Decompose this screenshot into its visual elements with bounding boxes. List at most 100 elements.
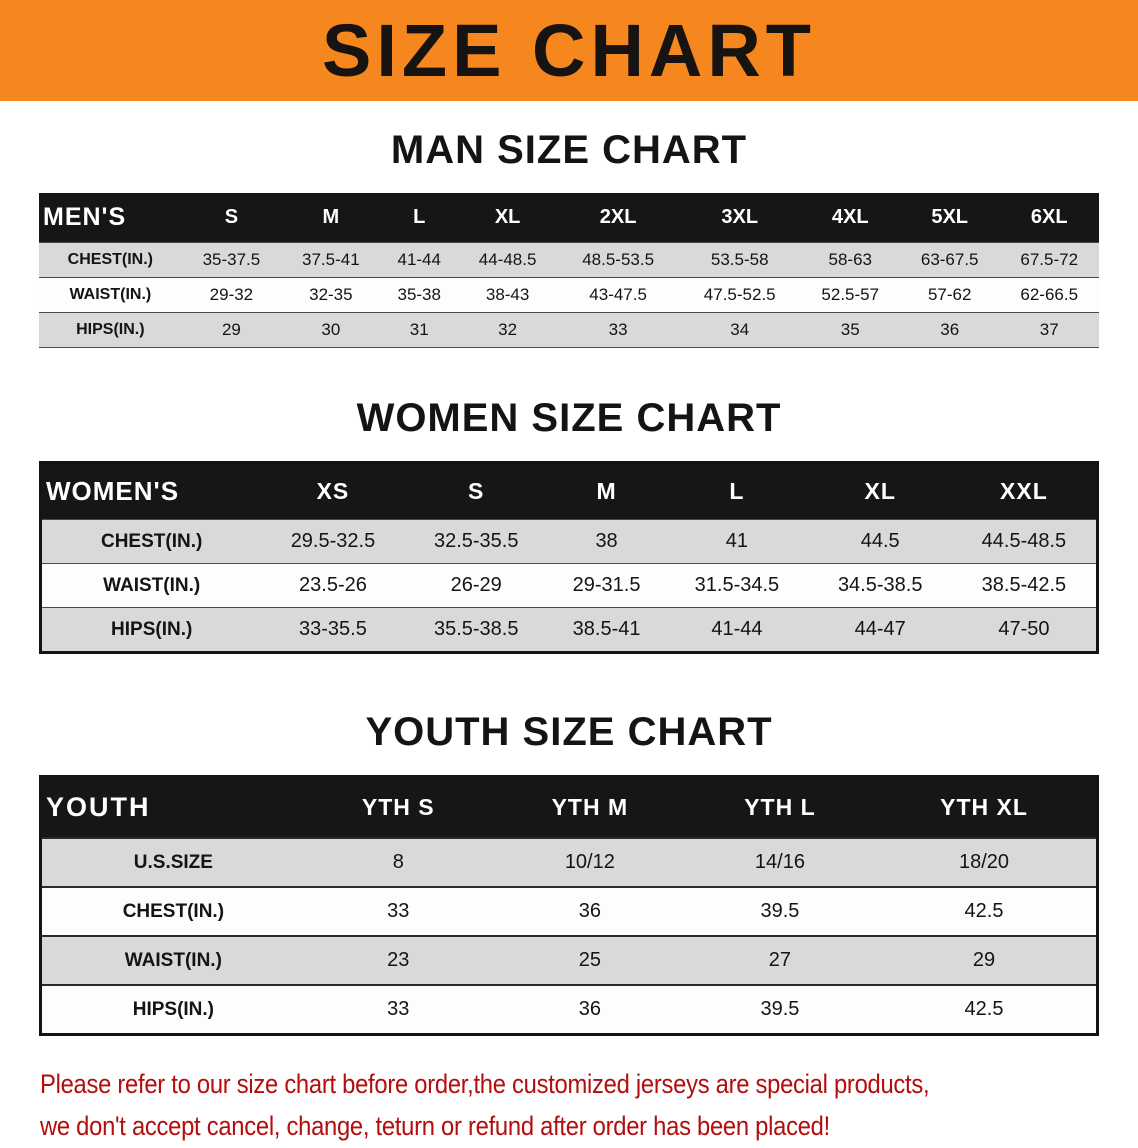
- measurement-value: 44-48.5: [457, 242, 558, 278]
- measurement-value: 14/16: [687, 837, 872, 887]
- measurement-value: 41: [665, 519, 809, 564]
- size-column-header: YTH XL: [940, 794, 1028, 820]
- measurement-value: 31: [380, 312, 458, 348]
- measurement-value: 35: [800, 312, 900, 348]
- table-header-row: WOMEN'S XS S M L XL XXL: [40, 462, 1098, 520]
- measurement-row: HIPS(IN.) 33-35.5 35.5-38.5 38.5-41 41-44 44-…: [40, 607, 1098, 653]
- measurement-value: 31.5-34.5: [665, 563, 809, 608]
- measurement-value: 29: [181, 312, 282, 348]
- measurement-value: 25: [491, 935, 688, 985]
- measurement-value: 39.5: [687, 886, 872, 936]
- measurement-value: 32-35: [281, 277, 381, 313]
- page-title: SIZE CHART: [322, 8, 816, 92]
- size-column-header: M: [322, 206, 340, 228]
- table-title-cell: YOUTH: [46, 792, 151, 822]
- measurement-value: 33-35.5: [261, 607, 405, 653]
- size-column-header: S: [468, 478, 485, 504]
- size-column-header: 3XL: [721, 206, 759, 228]
- notice-line-1: Please refer to our size chart before or…: [40, 1069, 930, 1099]
- measurement-value: 34: [678, 312, 801, 348]
- size-column-header: YTH S: [361, 794, 435, 820]
- measurement-value: 18/20: [872, 837, 1098, 887]
- measurement-row: CHEST(IN.) 33 36 39.5 42.5: [40, 886, 1098, 936]
- measurement-row: WAIST(IN.) 29-32 32-35 35-38 38-43 43-47.5 47.…: [39, 277, 1099, 313]
- table-title-cell: MEN'S: [43, 203, 127, 231]
- measurement-value: 8: [304, 837, 492, 887]
- measurement-value: 53.5-58: [678, 242, 801, 278]
- measurement-value: 26-29: [404, 563, 548, 608]
- measurement-label: WAIST(IN.): [39, 277, 182, 313]
- measurement-value: 34.5-38.5: [808, 563, 952, 608]
- measurement-value: 36: [491, 886, 688, 936]
- measurement-value: 29: [872, 935, 1098, 985]
- measurement-value: 37.5-41: [281, 242, 381, 278]
- measurement-value: 30: [281, 312, 381, 348]
- measurement-row: WAIST(IN.) 23.5-26 26-29 29-31.5 31.5-34.5 34…: [40, 563, 1098, 608]
- measurement-value: 23: [304, 935, 492, 985]
- measurement-value: 62-66.5: [999, 277, 1099, 313]
- measurement-value: 29-32: [181, 277, 282, 313]
- youth-section: YOUTH SIZE CHART YOUTH YTH S YTH M YTH L YTH…: [0, 710, 1138, 1036]
- measurement-value: 33: [304, 886, 492, 936]
- measurement-row: CHEST(IN.) 29.5-32.5 32.5-35.5 38 41 44.5 44.5…: [40, 519, 1098, 564]
- size-column-header: YTH M: [551, 794, 629, 820]
- measurement-row: WAIST(IN.) 23 25 27 29: [40, 935, 1098, 985]
- measurement-value: 43-47.5: [557, 277, 679, 313]
- size-column-header: 5XL: [931, 206, 969, 228]
- size-column-header: S: [224, 206, 239, 228]
- measurement-row: HIPS(IN.) 33 36 39.5 42.5: [40, 984, 1098, 1035]
- measurement-label: CHEST(IN.): [40, 886, 305, 936]
- men-size-table: MEN'S S M L XL 2XL 3XL 4XL 5XL 6XL CHEST(IN.) 35-37…: [39, 193, 1099, 348]
- measurement-value: 47.5-52.5: [678, 277, 801, 313]
- measurement-value: 33: [557, 312, 679, 348]
- measurement-value: 10/12: [491, 837, 688, 887]
- size-column-header: M: [596, 478, 617, 504]
- measurement-row: U.S.SIZE 8 10/12 14/16 18/20: [40, 837, 1098, 887]
- measurement-row: HIPS(IN.) 29 30 31 32 33 34 35 36 37: [39, 312, 1099, 348]
- measurement-value: 29.5-32.5: [261, 519, 405, 564]
- youth-chart-heading: YOUTH SIZE CHART: [365, 710, 773, 754]
- measurement-value: 32.5-35.5: [404, 519, 548, 564]
- measurement-value: 67.5-72: [999, 242, 1099, 278]
- measurement-value: 38.5-42.5: [951, 563, 1098, 608]
- measurement-value: 48.5-53.5: [557, 242, 679, 278]
- measurement-value: 42.5: [872, 886, 1098, 936]
- measurement-value: 44.5: [808, 519, 952, 564]
- measurement-value: 37: [999, 312, 1099, 348]
- measurement-row: CHEST(IN.) 35-37.5 37.5-41 41-44 44-48.5 48.5…: [39, 242, 1099, 278]
- notice-line-2: we don't accept cancel, change, teturn o…: [40, 1110, 830, 1141]
- table-title-cell: WOMEN'S: [46, 476, 180, 506]
- measurement-value: 39.5: [687, 984, 872, 1035]
- measurement-value: 41-44: [380, 242, 458, 278]
- size-column-header: XL: [864, 478, 896, 504]
- measurement-value: 41-44: [665, 607, 809, 653]
- size-column-header: L: [729, 478, 745, 504]
- measurement-label: CHEST(IN.): [40, 519, 262, 564]
- measurement-value: 38.5-41: [547, 607, 666, 653]
- size-column-header: L: [413, 206, 426, 228]
- measurement-value: 36: [491, 984, 688, 1035]
- measurement-label: HIPS(IN.): [40, 984, 305, 1035]
- footer-notice: Please refer to our size chart before or…: [40, 1064, 1138, 1148]
- measurement-value: 38-43: [457, 277, 558, 313]
- size-column-header: XS: [316, 478, 350, 504]
- measurement-value: 29-31.5: [547, 563, 666, 608]
- measurement-value: 42.5: [872, 984, 1098, 1035]
- measurement-value: 35-37.5: [181, 242, 282, 278]
- measurement-value: 35-38: [380, 277, 458, 313]
- measurement-value: 63-67.5: [899, 242, 1000, 278]
- women-section: WOMEN SIZE CHART WOMEN'S XS S M L XL XXL CHEST(…: [0, 396, 1138, 654]
- measurement-value: 44.5-48.5: [951, 519, 1098, 564]
- size-column-header: 2XL: [599, 206, 637, 228]
- measurement-value: 23.5-26: [261, 563, 405, 608]
- size-column-header: 6XL: [1030, 206, 1068, 228]
- women-chart-heading: WOMEN SIZE CHART: [356, 396, 782, 440]
- measurement-label: WAIST(IN.): [40, 563, 262, 608]
- table-header-row: MEN'S S M L XL 2XL 3XL 4XL 5XL 6XL: [39, 193, 1099, 243]
- measurement-value: 27: [687, 935, 872, 985]
- measurement-value: 33: [304, 984, 492, 1035]
- measurement-label: HIPS(IN.): [39, 312, 182, 348]
- table-header-row: YOUTH YTH S YTH M YTH L YTH XL: [40, 776, 1098, 838]
- measurement-value: 44-47: [808, 607, 952, 653]
